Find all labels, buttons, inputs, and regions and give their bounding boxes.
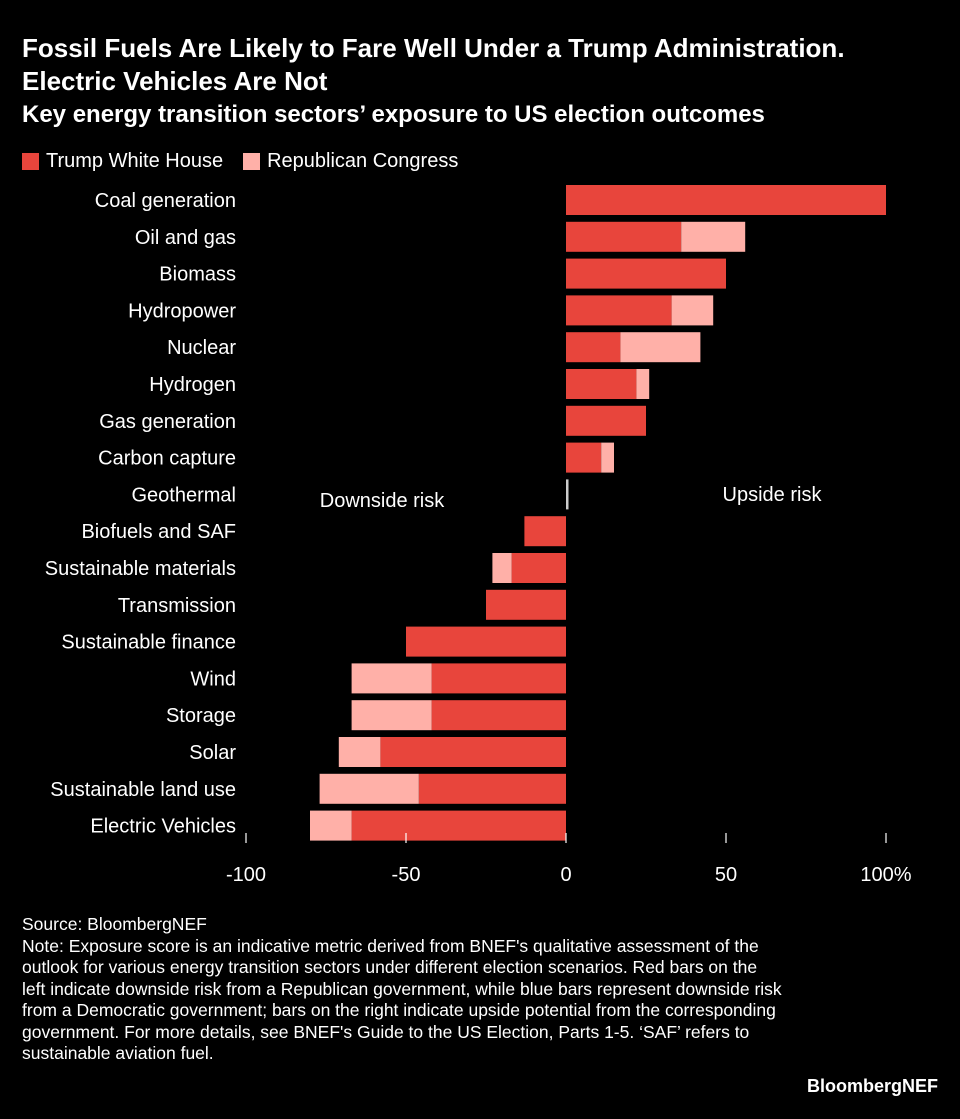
category-label: Nuclear: [167, 337, 236, 359]
bar-trump: [431, 663, 566, 694]
tick-label: 100%: [860, 864, 911, 886]
chart-title: Fossil Fuels Are Likely to Fare Well Und…: [22, 33, 845, 96]
bar-congress: [351, 700, 432, 731]
bar-congress: [681, 221, 746, 252]
legend-item-trump: Trump White House: [22, 150, 223, 173]
footer: Source: BloombergNEF Note: Exposure scor…: [22, 914, 782, 1065]
category-label: Sustainable finance: [61, 632, 236, 654]
category-label: Biofuels and SAF: [81, 521, 236, 543]
bar-trump: [566, 442, 602, 473]
category-label: Hydrogen: [149, 374, 236, 396]
tick-label: 0: [560, 864, 571, 886]
bar-trump: [431, 700, 566, 731]
bar-trump: [511, 553, 566, 583]
bar-congress: [636, 369, 650, 399]
category-label: Sustainable land use: [50, 779, 236, 801]
bar-trump: [406, 626, 566, 657]
bar-congress: [310, 810, 352, 841]
bar-trump: [566, 295, 672, 326]
category-label: Oil and gas: [135, 227, 236, 249]
category-label: Solar: [189, 742, 236, 764]
annotation-downside-risk: Downside risk: [320, 490, 445, 512]
bar-trump: [566, 221, 682, 252]
category-label: Sustainable materials: [45, 558, 236, 580]
bar-trump: [351, 810, 566, 841]
legend-label-congress: Republican Congress: [267, 150, 459, 172]
category-label: Storage: [166, 705, 236, 727]
bar-trump: [418, 773, 566, 804]
annotation-upside-risk: Upside risk: [723, 484, 823, 506]
legend-swatch-trump: [22, 153, 39, 170]
brand-logo: BloombergNEF: [806, 1076, 938, 1096]
source-note: Source: BloombergNEF: [22, 914, 207, 934]
bar-congress: [351, 663, 432, 694]
legend-swatch-congress: [243, 153, 261, 170]
bar-congress: [671, 295, 714, 326]
bar-trump: [380, 737, 566, 767]
category-label: Gas generation: [99, 411, 236, 433]
category-label: Electric Vehicles: [90, 816, 236, 838]
category-label: Geothermal: [132, 484, 237, 506]
chart-subtitle: Key energy transition sectors’ exposure …: [22, 101, 765, 128]
bar-chart: Coal generation Oil and gas Biomass Hydropo…: [45, 185, 912, 886]
category-label: Wind: [190, 668, 236, 690]
legend: Trump White House Republican Congress: [22, 150, 478, 173]
bar-congress: [492, 553, 512, 583]
category-label: Transmission: [118, 595, 236, 617]
tick-label: 50: [715, 864, 737, 886]
bar-trump: [566, 405, 646, 436]
legend-label-trump: Trump White House: [46, 150, 224, 172]
bar-trump: [524, 516, 566, 547]
methodology-note: Note: Exposure score is an indicative me…: [22, 935, 782, 1064]
bar-trump: [566, 332, 621, 363]
bar-congress: [601, 442, 614, 473]
bar-congress: [338, 737, 381, 767]
bar-trump: [566, 258, 726, 289]
category-label: Hydropower: [128, 300, 236, 322]
bar-congress: [620, 332, 701, 363]
bar-congress: [319, 773, 419, 804]
bar-trump: [566, 369, 637, 399]
bar-trump: [566, 479, 569, 510]
category-label: Coal generation: [95, 190, 236, 212]
tick-label: -100: [226, 864, 266, 886]
legend-item-congress: Republican Congress: [243, 150, 458, 173]
bar-trump: [486, 589, 566, 620]
category-label: Carbon capture: [98, 448, 236, 470]
tick-label: -50: [392, 864, 421, 886]
category-label: Biomass: [159, 264, 236, 286]
bar-trump: [566, 185, 886, 215]
